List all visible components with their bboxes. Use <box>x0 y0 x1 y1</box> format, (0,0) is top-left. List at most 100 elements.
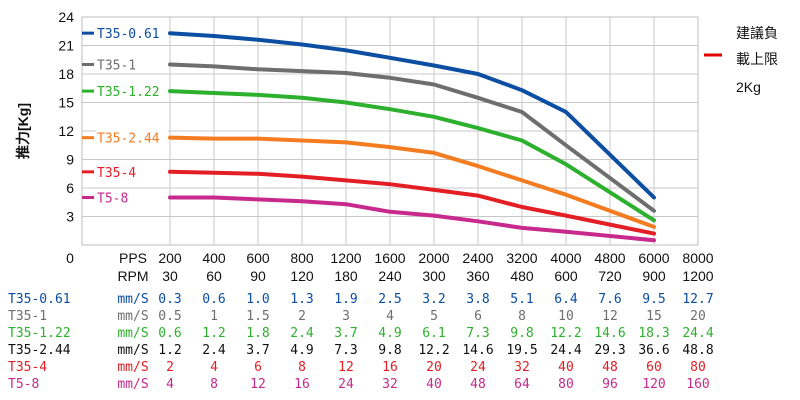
table-cell: 24 <box>470 360 486 375</box>
pps-row-label: PPS <box>119 250 147 266</box>
table-cell: 2.4 <box>202 343 226 358</box>
pps-tick-label: 1200 <box>330 250 361 266</box>
pps-tick-label: 400 <box>202 250 226 266</box>
rpm-tick-label: 30 <box>162 268 178 284</box>
series-label: T35-0.61 <box>97 27 160 42</box>
table-cell: 160 <box>686 377 709 392</box>
table-cell: 4 <box>166 377 174 392</box>
pps-tick-label: 1600 <box>374 250 405 266</box>
y-tick-label: 24 <box>58 9 74 25</box>
table-cell: 9.5 <box>642 292 665 307</box>
y-axis-title: 推力[Kg] <box>15 103 31 159</box>
pps-tick-label: 8000 <box>682 250 713 266</box>
table-cell: 120 <box>642 377 665 392</box>
table-cell: 24.4 <box>682 326 713 341</box>
table-cell: 5.1 <box>510 292 533 307</box>
table-cell: 10 <box>558 309 574 324</box>
series-label: T5-8 <box>97 192 128 207</box>
speed-table: T35-0.61 mm/S 0.3 0.6 1.0 1.3 1.9 2.5 3.2 3.8 5.1 6… <box>8 292 714 392</box>
table-cell: 1.9 <box>334 292 357 307</box>
series-label-bg <box>96 55 168 74</box>
table-cell: 80 <box>690 360 706 375</box>
table-cell: 24.4 <box>550 343 581 358</box>
table-cell: 64 <box>514 377 530 392</box>
series-labels: T35-0.61 T35-1 T35-1.22 T35-2.44 T35-4 T5-8 <box>82 24 168 207</box>
table-cell: 20 <box>426 360 442 375</box>
table-unit-label: mm/S <box>117 326 148 341</box>
table-cell: 3 <box>342 309 350 324</box>
series-label: T35-4 <box>97 166 136 181</box>
series-line <box>168 195 656 243</box>
table-cell: 12.2 <box>550 326 581 341</box>
pps-tick-label: 4800 <box>594 250 625 266</box>
series-label-bg <box>96 188 168 207</box>
pps-tick-label: 600 <box>246 250 270 266</box>
pps-tick-label: 800 <box>290 250 314 266</box>
table-cell: 3.2 <box>422 292 445 307</box>
table-cell: 12 <box>250 377 266 392</box>
table-cell: 0.6 <box>202 292 225 307</box>
table-cell: 5 <box>430 309 438 324</box>
table-cell: 1.3 <box>290 292 313 307</box>
table-cell: 12 <box>338 360 354 375</box>
table-cell: 3.7 <box>246 343 269 358</box>
table-cell: 3.8 <box>466 292 489 307</box>
y-tick-label: 6 <box>66 180 74 196</box>
table-cell: 2.4 <box>290 326 314 341</box>
rpm-tick-label: 240 <box>378 268 402 284</box>
table-cell: 1.0 <box>246 292 269 307</box>
rpm-tick-label: 120 <box>290 268 314 284</box>
table-cell: 36.6 <box>638 343 669 358</box>
table-cell: 4 <box>386 309 394 324</box>
table-cell: 14.6 <box>594 326 625 341</box>
series-line <box>168 31 656 200</box>
table-cell: 40 <box>558 360 574 375</box>
rpm-tick-label: 90 <box>250 268 266 284</box>
table-cell: 9.8 <box>378 343 401 358</box>
note-text: 2Kg <box>736 79 761 95</box>
table-cell: 7.6 <box>598 292 621 307</box>
table-cell: 29.3 <box>594 343 625 358</box>
table-cell: 12.7 <box>682 292 713 307</box>
table-cell: 6.4 <box>554 292 578 307</box>
table-unit-label: mm/S <box>117 360 148 375</box>
series-label-bg <box>96 128 168 147</box>
table-cell: 96 <box>602 377 618 392</box>
rpm-tick-label: 60 <box>206 268 222 284</box>
table-cell: 15 <box>646 309 662 324</box>
table-row-name: T35-4 <box>8 360 47 375</box>
table-cell: 0.5 <box>158 309 181 324</box>
pps-tick-label: 2000 <box>418 250 449 266</box>
table-unit-label: mm/S <box>117 292 148 307</box>
y-tick-label: 21 <box>58 38 74 54</box>
table-cell: 16 <box>382 360 398 375</box>
table-cell: 1 <box>210 309 218 324</box>
table-cell: 2 <box>166 360 174 375</box>
table-cell: 12.2 <box>418 343 449 358</box>
table-cell: 7.3 <box>466 326 489 341</box>
table-cell: 20 <box>690 309 706 324</box>
table-cell: 3.7 <box>334 326 357 341</box>
table-unit-label: mm/S <box>117 309 148 324</box>
table-cell: 4.9 <box>290 343 313 358</box>
table-cell: 8 <box>518 309 526 324</box>
table-cell: 2.5 <box>378 292 401 307</box>
rpm-tick-label: 600 <box>554 268 578 284</box>
rpm-tick-label: 360 <box>466 268 490 284</box>
table-cell: 1.2 <box>202 326 225 341</box>
y-tick-label: 18 <box>58 66 74 82</box>
table-cell: 0.3 <box>158 292 181 307</box>
rpm-tick-label: 300 <box>422 268 446 284</box>
series-label: T35-1.22 <box>97 85 160 100</box>
x-axis-rows: PPS RPM 200 400 600 800 1200 1600 2000 2400 3200 40… <box>117 250 713 284</box>
series-label-bg <box>96 82 168 101</box>
table-cell: 48 <box>602 360 618 375</box>
y-axis-ticks: 0 3 6 9 12 15 18 21 24 <box>58 9 74 266</box>
series-line <box>168 62 656 213</box>
note-text: 載上限 <box>736 51 778 67</box>
table-cell: 1.2 <box>158 343 181 358</box>
table-cell: 1.5 <box>246 309 269 324</box>
table-cell: 1.8 <box>246 326 269 341</box>
table-cell: 32 <box>382 377 398 392</box>
